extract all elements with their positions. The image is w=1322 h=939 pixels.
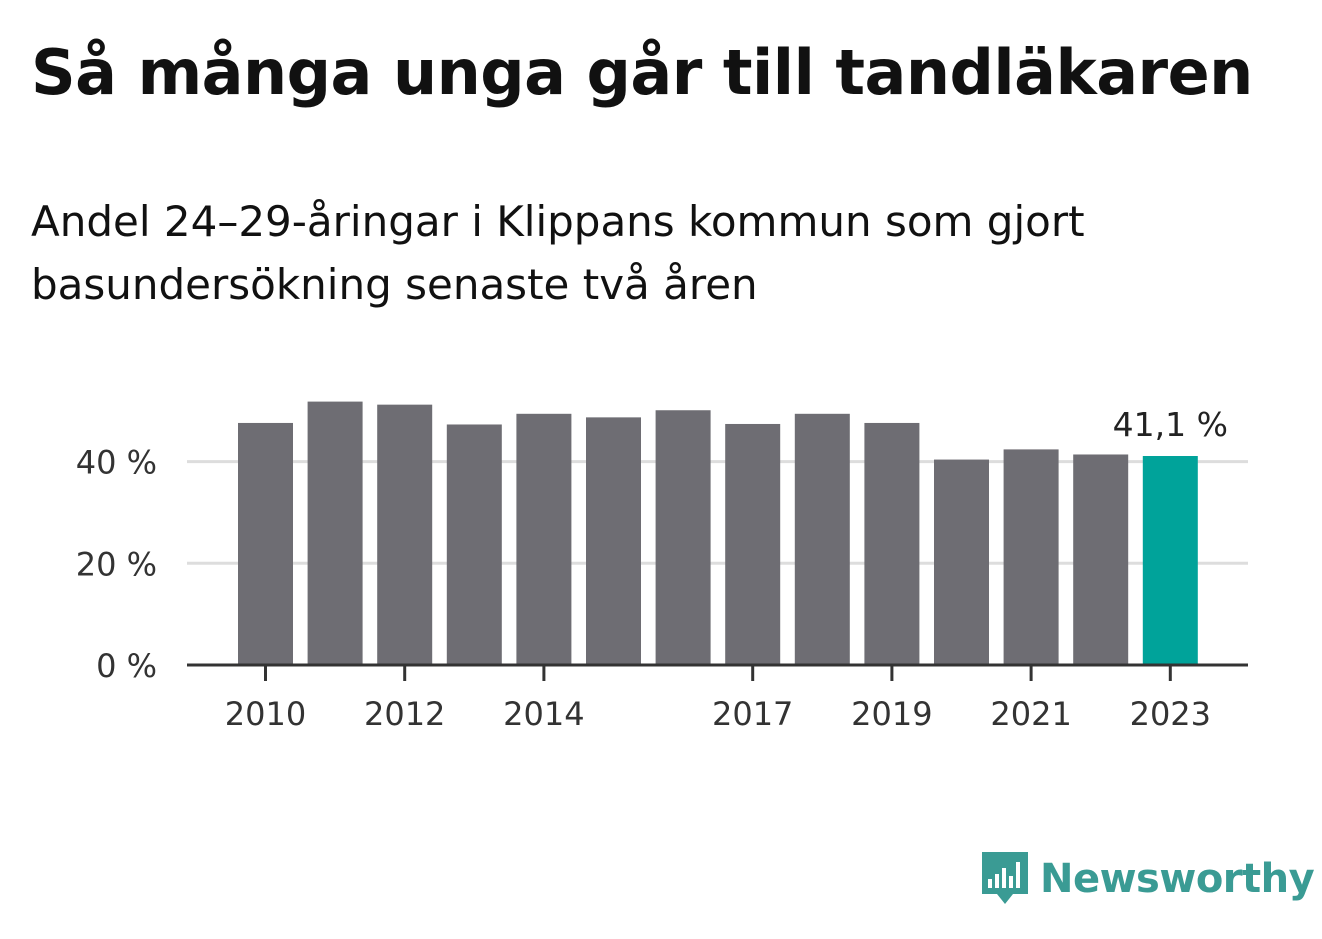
chart-title: Så många unga går till tandläkaren xyxy=(31,36,1253,109)
x-tick-label: 2014 xyxy=(503,695,584,733)
brand-name: Newsworthy xyxy=(1040,856,1315,902)
axes xyxy=(187,663,1248,681)
y-tick-label: 0 % xyxy=(96,647,157,685)
bars xyxy=(238,401,1198,665)
bar-2012 xyxy=(377,404,433,665)
bar-2022 xyxy=(1073,454,1129,665)
y-tick-label: 20 % xyxy=(76,545,157,583)
grid-lines xyxy=(187,460,1248,565)
data-label-annotation: 41,1 % xyxy=(1113,405,1228,444)
y-tick-label: 40 % xyxy=(76,444,157,482)
x-tick-label: 2017 xyxy=(712,695,793,733)
bar-2017 xyxy=(725,423,781,665)
chart-subtitle: Andel 24–29-åringar i Klippans kommun so… xyxy=(31,197,1085,309)
bar-2023 xyxy=(1142,456,1198,665)
x-tick-label: 2023 xyxy=(1130,695,1211,733)
labels: 0 % 20 % 40 % 2010 2012 2014 2017 2019 2021 2023 4… xyxy=(76,405,1228,733)
bar-2014 xyxy=(516,413,572,665)
x-tick-label: 2019 xyxy=(851,695,932,733)
brand-logo: Newsworthy xyxy=(980,848,1315,910)
x-tick-label: 2010 xyxy=(225,695,306,733)
bar-2016 xyxy=(655,410,711,665)
bar-2021 xyxy=(1003,449,1059,665)
bar-2019 xyxy=(864,422,920,665)
bar-2013 xyxy=(446,424,502,665)
newsworthy-logo-icon xyxy=(982,852,1028,904)
x-tick-label: 2021 xyxy=(990,695,1071,733)
bar-2020 xyxy=(934,459,989,665)
bar-2018 xyxy=(794,413,850,665)
bar-2010 xyxy=(238,422,293,665)
bar-2011 xyxy=(307,401,363,665)
x-tick-label: 2012 xyxy=(364,695,445,733)
bar-2015 xyxy=(586,417,641,665)
